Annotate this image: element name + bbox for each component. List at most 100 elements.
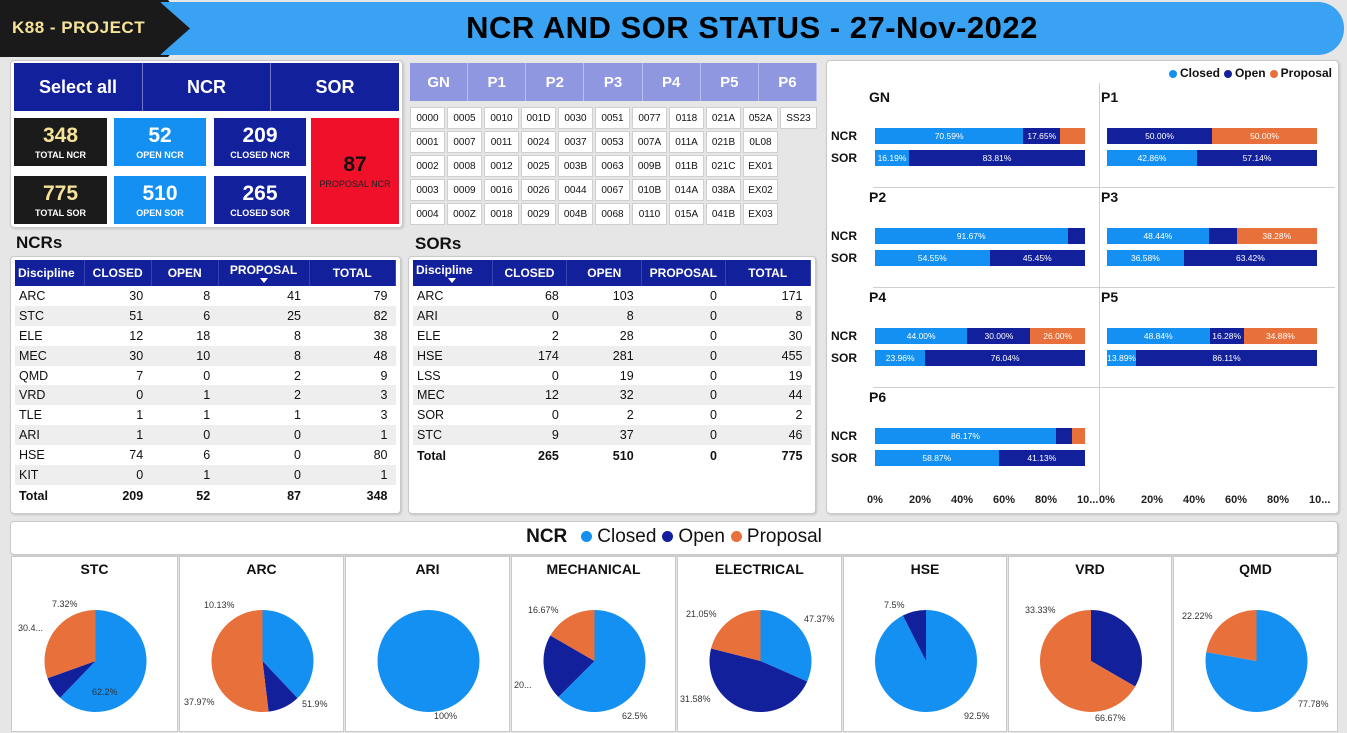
- pie-slice[interactable]: [709, 648, 808, 712]
- pie-slice[interactable]: [902, 610, 926, 661]
- pie-slice[interactable]: [262, 661, 298, 712]
- pie-card-qmd[interactable]: QMD 77.78% 22.22%: [1173, 556, 1338, 732]
- table-row[interactable]: HSE 174 281 0 455: [413, 345, 811, 366]
- code-item[interactable]: 0003: [410, 179, 445, 201]
- stacked-bar[interactable]: 50.00% 50.00%: [1107, 128, 1317, 144]
- pie-card-stc[interactable]: STC 62.2% 7.32% 30.4...: [11, 556, 178, 732]
- ncr-button[interactable]: NCR: [143, 63, 271, 111]
- pie-slice[interactable]: [377, 610, 480, 712]
- pie-slice[interactable]: [1040, 610, 1136, 712]
- pie-slice[interactable]: [558, 610, 646, 712]
- code-item[interactable]: 052A: [743, 107, 778, 129]
- code-item[interactable]: 001D: [521, 107, 556, 129]
- stacked-bar[interactable]: 48.44% 38.28%: [1107, 228, 1317, 244]
- stacked-bar[interactable]: 44.00% 30.00% 26.00%: [875, 328, 1085, 344]
- code-item[interactable]: 038A: [706, 179, 741, 201]
- table-row[interactable]: ARC 68 103 0 171: [413, 286, 811, 306]
- table-row[interactable]: HSE 74 6 0 80: [15, 445, 396, 465]
- pie-slice[interactable]: [262, 610, 314, 699]
- table-row[interactable]: SOR 0 2 0 2: [413, 405, 811, 425]
- stacked-bar[interactable]: 16.19% 83.81%: [875, 150, 1085, 166]
- code-item[interactable]: 0029: [521, 203, 556, 225]
- code-item[interactable]: 021A: [706, 107, 741, 129]
- table-row[interactable]: QMD 7 0 2 9: [15, 366, 396, 386]
- package-tab-gn[interactable]: GN: [410, 63, 469, 101]
- column-header[interactable]: OPEN: [151, 260, 219, 286]
- package-tab-p6[interactable]: P6: [758, 63, 817, 101]
- code-item[interactable]: 003B: [558, 155, 593, 177]
- pie-slice[interactable]: [711, 610, 761, 661]
- select-all-button[interactable]: Select all: [14, 63, 143, 111]
- code-item[interactable]: 011B: [669, 155, 704, 177]
- pie-slice[interactable]: [1206, 610, 1257, 661]
- pie-card-ari[interactable]: ARI 100%: [345, 556, 510, 732]
- code-item[interactable]: 0000: [410, 107, 445, 129]
- table-row[interactable]: MEC 12 32 0 44: [413, 385, 811, 406]
- code-item[interactable]: 0002: [410, 155, 445, 177]
- stacked-bar[interactable]: 23.96% 76.04%: [875, 350, 1085, 366]
- table-row[interactable]: ARI 1 0 0 1: [15, 425, 396, 446]
- code-item[interactable]: EX03: [743, 203, 778, 225]
- code-item[interactable]: 0010: [484, 107, 519, 129]
- code-item[interactable]: 0001: [410, 131, 445, 153]
- table-row[interactable]: TLE 1 1 1 3: [15, 405, 396, 425]
- code-item[interactable]: 0053: [595, 131, 630, 153]
- code-item[interactable]: 0026: [521, 179, 556, 201]
- pie-slice[interactable]: [60, 610, 147, 712]
- table-row[interactable]: STC 9 37 0 46: [413, 425, 811, 446]
- code-item[interactable]: 0025: [521, 155, 556, 177]
- code-item[interactable]: 0063: [595, 155, 630, 177]
- code-item[interactable]: SS23: [780, 107, 817, 129]
- code-item[interactable]: 0016: [484, 179, 519, 201]
- code-item[interactable]: 0009: [447, 179, 482, 201]
- stacked-bar[interactable]: 42.86% 57.14%: [1107, 150, 1317, 166]
- table-row[interactable]: MEC 30 10 8 48: [15, 345, 396, 366]
- code-item[interactable]: 0068: [595, 203, 630, 225]
- column-header[interactable]: TOTAL: [309, 260, 396, 286]
- code-item[interactable]: 0005: [447, 107, 482, 129]
- table-row[interactable]: ARI 0 8 0 8: [413, 305, 811, 326]
- table-row[interactable]: ELE 12 18 8 38: [15, 326, 396, 346]
- package-tab-p3[interactable]: P3: [584, 63, 643, 101]
- code-item[interactable]: 0067: [595, 179, 630, 201]
- code-item[interactable]: 000Z: [447, 203, 482, 225]
- code-item[interactable]: 0004: [410, 203, 445, 225]
- table-row[interactable]: KIT 0 1 0 1: [15, 465, 396, 485]
- column-header[interactable]: CLOSED: [84, 260, 152, 286]
- pie-slice[interactable]: [760, 610, 812, 682]
- column-header[interactable]: CLOSED: [492, 260, 568, 286]
- column-header[interactable]: PROPOSAL: [218, 260, 310, 286]
- column-header[interactable]: OPEN: [566, 260, 643, 286]
- code-item[interactable]: 007A: [632, 131, 667, 153]
- sor-button[interactable]: SOR: [271, 63, 399, 111]
- code-item[interactable]: 0110: [632, 203, 667, 225]
- code-item[interactable]: 004B: [558, 203, 593, 225]
- code-item[interactable]: 0007: [447, 131, 482, 153]
- package-tab-p2[interactable]: P2: [526, 63, 585, 101]
- pie-slice[interactable]: [44, 610, 96, 679]
- stacked-bar[interactable]: 36.58% 63.42%: [1107, 250, 1317, 266]
- code-item[interactable]: 009B: [632, 155, 667, 177]
- stacked-bar[interactable]: 54.55% 45.45%: [875, 250, 1085, 266]
- package-tab-p4[interactable]: P4: [642, 63, 701, 101]
- stacked-bar[interactable]: 70.59% 17.65%: [875, 128, 1085, 144]
- package-tab-p5[interactable]: P5: [700, 63, 759, 101]
- code-item[interactable]: 015A: [669, 203, 704, 225]
- pie-card-hse[interactable]: HSE 92.5% 7.5%: [843, 556, 1007, 732]
- code-item[interactable]: 021C: [706, 155, 741, 177]
- pie-card-mechanical[interactable]: MECHANICAL 62.5% 20... 16.67%: [511, 556, 676, 732]
- code-item[interactable]: 0018: [484, 203, 519, 225]
- code-item[interactable]: 0011: [484, 131, 519, 153]
- code-item[interactable]: 0012: [484, 155, 519, 177]
- code-item[interactable]: 010B: [632, 179, 667, 201]
- code-item[interactable]: 0037: [558, 131, 593, 153]
- code-item[interactable]: EX01: [743, 155, 778, 177]
- code-item[interactable]: 0024: [521, 131, 556, 153]
- table-row[interactable]: VRD 0 1 2 3: [15, 385, 396, 406]
- stacked-bar[interactable]: 86.17%: [875, 428, 1085, 444]
- pie-slice[interactable]: [550, 610, 595, 661]
- table-row[interactable]: LSS 0 19 0 19: [413, 366, 811, 386]
- table-row[interactable]: ELE 2 28 0 30: [413, 326, 811, 346]
- code-item[interactable]: 014A: [669, 179, 704, 201]
- code-item[interactable]: EX02: [743, 179, 778, 201]
